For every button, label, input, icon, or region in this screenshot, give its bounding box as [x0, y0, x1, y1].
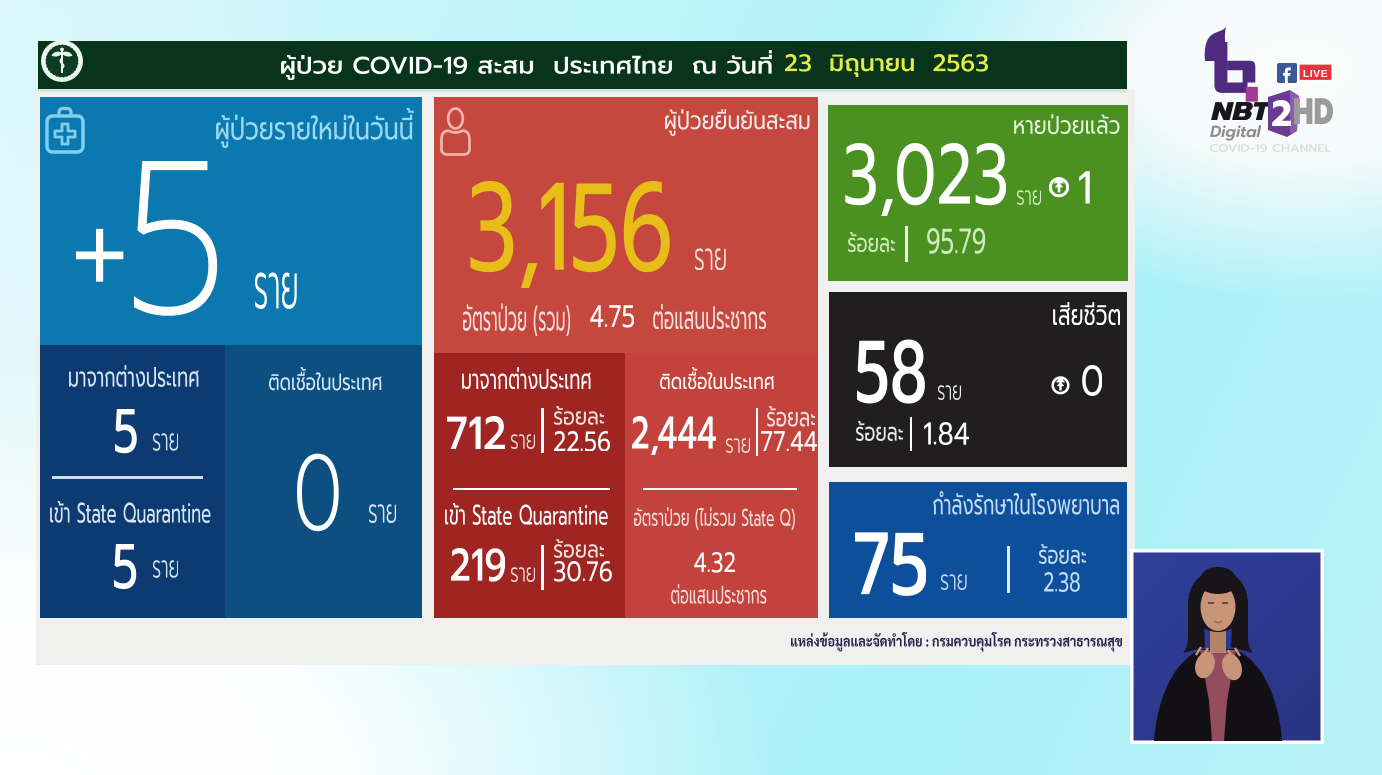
- svg-text:LIVE: LIVE: [1303, 68, 1328, 80]
